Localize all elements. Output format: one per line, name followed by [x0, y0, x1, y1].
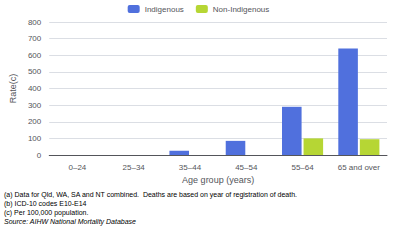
svg-text:25–34: 25–34 — [123, 163, 146, 172]
svg-text:0–24: 0–24 — [68, 163, 86, 172]
svg-text:700: 700 — [28, 34, 42, 43]
svg-text:200: 200 — [28, 117, 42, 126]
svg-text:0: 0 — [37, 151, 42, 160]
svg-text:300: 300 — [28, 101, 42, 110]
svg-text:(c) Per 100,000 population.: (c) Per 100,000 population. — [4, 209, 88, 217]
svg-text:Indigenous: Indigenous — [145, 5, 184, 14]
svg-text:500: 500 — [28, 67, 42, 76]
svg-text:45–54: 45–54 — [235, 163, 258, 172]
svg-text:Rate(c): Rate(c) — [8, 74, 18, 104]
svg-text:600: 600 — [28, 51, 42, 60]
svg-text:100: 100 — [28, 134, 42, 143]
svg-text:65 and over: 65 and over — [338, 163, 381, 172]
svg-text:400: 400 — [28, 84, 42, 93]
svg-text:(a) Data for Qld, WA, SA and N: (a) Data for Qld, WA, SA and NT combined… — [4, 191, 297, 199]
svg-text:35–44: 35–44 — [179, 163, 202, 172]
svg-text:55–64: 55–64 — [291, 163, 314, 172]
svg-text:800: 800 — [28, 18, 42, 27]
svg-text:(b) ICD-10 codes E10-E14: (b) ICD-10 codes E10-E14 — [4, 200, 87, 208]
svg-text:Age group (years): Age group (years) — [182, 175, 254, 185]
svg-text:Source: AIHW National Mortalit: Source: AIHW National Mortality Database — [4, 218, 136, 226]
svg-text:Non-Ind­igenous: Non-Ind­igenous — [213, 5, 269, 14]
